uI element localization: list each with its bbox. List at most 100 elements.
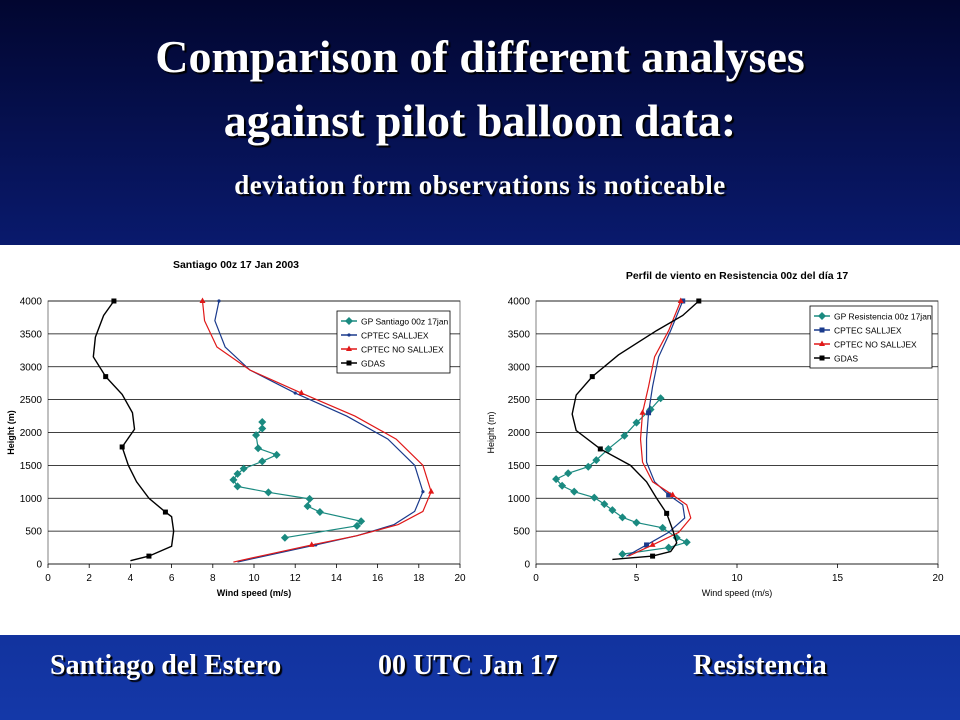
data-point [632,518,641,527]
title-line-1: Comparison of different analyses [155,31,805,82]
legend-entry: GP Santiago 00z 17jan [361,317,449,327]
data-point [305,494,314,503]
legend-entry: CPTEC NO SALLJEX [834,340,917,350]
y-axis-label: Height (m) [486,411,496,453]
data-point [293,391,297,395]
slide-subtitle: deviation form observations is noticeabl… [234,170,726,200]
series-1 [552,394,691,559]
santiago-wind-chart: 0 500 1000 1500 2000 2500 3000 3500 4000 0 2 4 6 8 10 1… [0,245,480,635]
data-point [608,506,617,515]
y-tick-label: 500 [513,527,530,538]
y-tick-label: 4000 [20,297,43,308]
y-tick-label: 1000 [508,494,531,505]
data-point [639,409,646,415]
series-4 [92,298,175,562]
data-point [303,502,312,511]
data-point [233,482,242,491]
data-point [272,450,281,459]
data-point [680,298,686,304]
x-tick-label: 15 [832,573,844,584]
x-tick-label: 14 [331,573,343,584]
data-point [111,298,117,304]
x-tick-label: 4 [128,573,134,584]
data-point [558,481,567,490]
legend-box [809,305,933,369]
data-point [233,469,242,478]
y-tick-label: 1000 [20,494,43,505]
legend-marker [819,340,825,346]
x-tick-label: 0 [45,573,51,584]
series-line [201,300,432,563]
data-point [632,418,641,427]
data-point [298,389,305,396]
legend: GP Resistencia 00z 17jan CPTEC SALLJEX CPT… [809,305,933,369]
data-point [644,542,650,548]
data-point [682,538,691,547]
data-point [564,469,573,478]
data-point [597,446,603,452]
y-tick-label: 0 [524,560,530,571]
x-tick-label: 20 [454,573,466,584]
data-point [696,298,702,304]
data-point [658,523,667,532]
x-tick-label: 5 [634,573,640,584]
y-tick-label: 2000 [20,428,43,439]
x-tick-label: 2 [86,573,92,584]
data-point [308,541,315,547]
chart-title: Perfil de viento en Resistencia 00z del … [626,270,849,282]
data-point [258,424,267,433]
series-4 [571,298,702,561]
data-point [677,297,684,303]
data-point [229,475,238,484]
legend-entry: GP Resistencia 00z 17jan [834,312,932,322]
data-point [669,491,676,497]
data-point [592,456,601,465]
data-point [162,509,168,515]
data-point [119,444,125,450]
legend-marker [346,360,352,366]
series-line [628,300,692,557]
data-point [656,394,665,403]
legend-marker [819,355,825,361]
x-tick-label: 20 [932,573,944,584]
data-point [666,492,672,498]
caption-resistencia: Resistencia [693,650,827,681]
legend-marker [347,333,351,337]
y-tick-label: 3500 [20,329,43,340]
data-point [618,550,627,559]
data-point [252,431,261,440]
x-axis-label: Wind speed (m/s) [217,588,291,598]
x-tick-label: 0 [533,573,539,584]
legend-marker [818,312,826,320]
y-tick-label: 0 [36,560,42,571]
legend-entry: CPTEC SALLJEX [834,326,902,336]
data-point [604,444,613,453]
data-point [258,457,267,466]
legend-marker [819,327,825,333]
data-point [315,508,324,517]
data-point [239,464,248,473]
y-tick-label: 2000 [508,428,531,439]
x-tick-label: 8 [210,573,216,584]
series-line [626,300,686,557]
resistencia-wind-chart: 0 500 1000 1500 2000 2500 3000 3500 4000 0 5 10 15 20… [480,245,960,635]
y-tick-label: 3000 [20,362,43,373]
data-point [650,553,656,559]
data-point [199,297,206,303]
data-point [600,500,609,509]
series-2 [626,298,686,557]
data-point [589,374,595,380]
y-tick-label: 1500 [20,461,43,472]
series-3 [199,297,435,563]
y-axis-label: Height (m) [6,410,16,455]
series-line [571,300,700,561]
data-point [664,543,673,552]
data-point [664,510,670,516]
data-point [146,553,152,559]
legend-marker [346,345,352,351]
legend-entry: GDAS [834,354,858,364]
x-tick-label: 12 [290,573,302,584]
y-tick-label: 2500 [508,395,531,406]
data-point [646,410,652,416]
data-point [649,541,656,547]
